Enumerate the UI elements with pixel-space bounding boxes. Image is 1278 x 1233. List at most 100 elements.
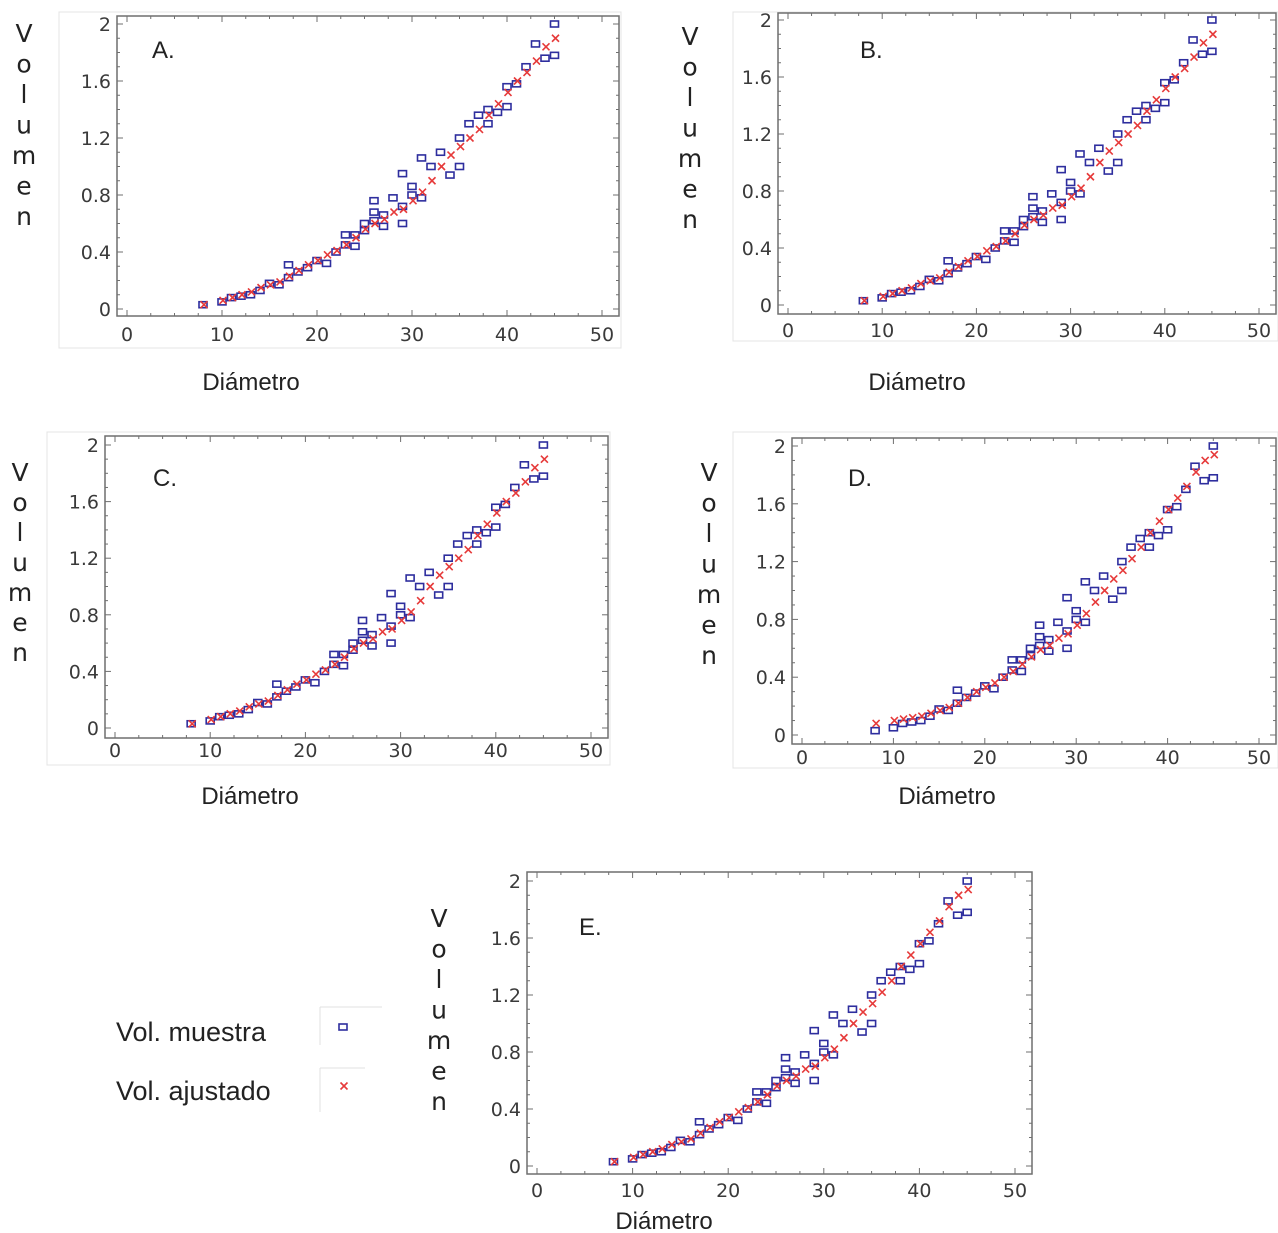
point-vol-muestra (348, 639, 358, 647)
point-vol-ajustado (1152, 95, 1161, 104)
point-vol-muestra (752, 1088, 762, 1096)
point-vol-muestra (376, 613, 387, 622)
axis-ticks (105, 436, 608, 738)
point-vol-muestra (952, 686, 963, 695)
point-vol-muestra (1171, 502, 1182, 511)
x-axis-label: Diámetro (868, 369, 965, 396)
point-vol-ajustado (407, 607, 416, 617)
point-vol-muestra (895, 962, 906, 971)
point-vol-muestra (1062, 644, 1072, 653)
point-vol-muestra (1141, 115, 1151, 124)
point-vol-ajustado (1011, 229, 1020, 238)
point-vol-muestra (414, 582, 425, 591)
x-tick-label: 10 (870, 320, 894, 342)
point-vol-ajustado (648, 1147, 657, 1156)
point-vol-muestra (876, 976, 886, 985)
panel-label: C. (153, 465, 177, 492)
point-vol-muestra (1160, 98, 1170, 107)
y-tick-label: 0.4 (742, 238, 772, 260)
point-vol-muestra (1153, 531, 1164, 540)
x-tick-label: 0 (796, 747, 808, 769)
point-vol-ajustado (541, 42, 551, 51)
point-vol-ajustado (1036, 645, 1045, 654)
point-vol-muestra (1094, 144, 1104, 153)
point-vol-ajustado (879, 292, 888, 301)
point-vol-muestra (999, 237, 1010, 245)
point-vol-muestra (809, 1026, 820, 1035)
point-vol-muestra (397, 169, 408, 178)
point-vol-muestra (510, 483, 520, 492)
point-vol-ajustado (266, 280, 275, 289)
point-vol-ajustado (199, 300, 209, 309)
point-vol-ajustado (1048, 204, 1057, 213)
x-tick-label: 0 (782, 320, 794, 342)
point-vol-ajustado (1155, 517, 1164, 526)
x-tick-label: 50 (1247, 320, 1271, 342)
point-vol-ajustado (399, 205, 408, 214)
point-vol-ajustado (964, 885, 973, 894)
y-tick-label: 1.6 (69, 492, 99, 514)
point-vol-ajustado (237, 290, 247, 299)
x-tick-label: 30 (1064, 747, 1088, 769)
point-vol-muestra (1065, 178, 1076, 187)
point-vol-ajustado (1124, 129, 1133, 139)
point-vol-muestra (809, 1076, 820, 1085)
point-vol-ajustado (426, 582, 435, 591)
point-vol-ajustado (878, 988, 887, 997)
axis-ticks (792, 438, 1276, 744)
legend-marker-ajustado (339, 1081, 349, 1091)
point-vol-muestra (483, 105, 493, 114)
point-vol-ajustado (235, 706, 244, 716)
point-vol-muestra (445, 171, 455, 179)
point-vol-muestra (443, 582, 454, 591)
point-vol-ajustado (973, 252, 982, 261)
y-tick-label: 1.6 (756, 494, 786, 516)
point-vol-muestra (1053, 618, 1063, 627)
point-vol-ajustado (849, 1019, 858, 1028)
point-vol-ajustado (1027, 652, 1036, 662)
y-tick-label: 1.2 (69, 548, 99, 570)
point-vol-ajustado (294, 266, 304, 275)
point-vol-muestra (1007, 656, 1018, 664)
point-vol-muestra (407, 182, 417, 191)
point-vol-ajustado (273, 691, 282, 700)
point-vol-ajustado (503, 88, 513, 97)
x-tick-label: 0 (109, 740, 121, 762)
axis-ticks (527, 872, 1032, 1174)
point-vol-ajustado (945, 902, 954, 911)
x-axis-label: Diámetro (202, 369, 299, 396)
point-vol-muestra (350, 242, 360, 251)
point-vol-ajustado (945, 703, 954, 712)
point-vol-ajustado (188, 719, 197, 728)
point-vol-muestra (870, 726, 880, 735)
point-vol-muestra (761, 1099, 772, 1108)
series-vol-ajustado (188, 455, 549, 728)
y-tick-label: 0.4 (81, 242, 111, 264)
point-vol-ajustado (1137, 543, 1146, 552)
point-vol-ajustado (1073, 621, 1082, 630)
point-vol-muestra (186, 719, 196, 728)
point-vol-ajustado (1133, 121, 1142, 130)
point-vol-ajustado (521, 477, 530, 486)
point-vol-muestra (1043, 647, 1054, 655)
point-vol-muestra (471, 540, 482, 548)
point-vol-muestra (272, 680, 282, 688)
point-vol-ajustado (380, 215, 389, 224)
x-tick-label: 0 (531, 1180, 543, 1202)
point-vol-ajustado (216, 712, 225, 721)
point-vol-ajustado (963, 693, 972, 702)
point-vol-ajustado (1173, 493, 1182, 503)
point-vol-muestra (952, 911, 963, 920)
point-vol-ajustado (349, 644, 359, 653)
point-vol-ajustado (1146, 528, 1155, 537)
point-vol-muestra (1141, 101, 1151, 110)
point-vol-ajustado (492, 508, 501, 517)
point-vol-muestra (214, 712, 225, 721)
x-tick-label: 30 (1059, 320, 1083, 342)
point-vol-ajustado (1171, 72, 1180, 82)
point-vol-muestra (943, 897, 953, 905)
x-tick-label: 50 (579, 740, 603, 762)
point-vol-ajustado (321, 665, 330, 675)
point-vol-ajustado (532, 56, 541, 66)
